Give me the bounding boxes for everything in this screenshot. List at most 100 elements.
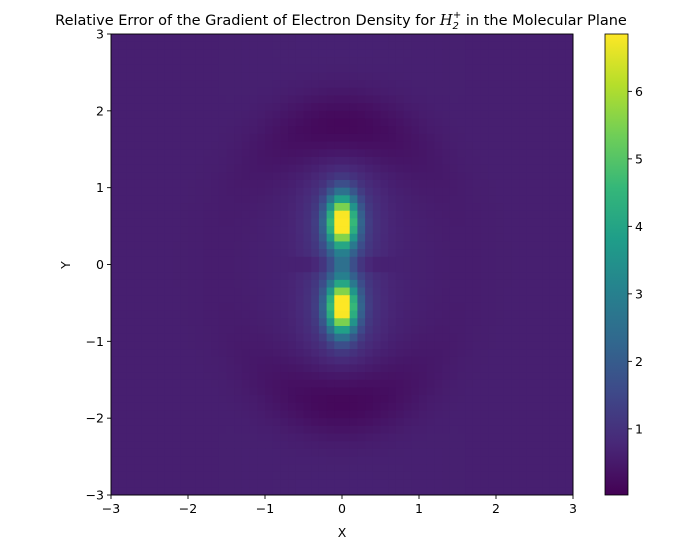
heatmap-cell [457,164,466,173]
heatmap-cell [465,210,474,219]
heatmap-cell [218,195,227,204]
heatmap-cell [480,256,489,265]
heatmap-cell [149,41,158,50]
heatmap-cell [519,203,528,212]
heatmap-cell [157,72,166,81]
heatmap-cell [195,64,204,73]
heatmap-cell [203,156,212,166]
heatmap-cell [465,410,474,419]
heatmap-cell [226,318,235,327]
heatmap-cell [380,372,389,381]
heatmap-cell [164,410,174,419]
heatmap-cell [234,349,243,358]
heatmap-cell [442,195,451,204]
heatmap-cell [557,387,566,396]
heatmap-cell [203,287,212,296]
heatmap-cell [272,395,281,404]
heatmap-cell [457,34,466,43]
heatmap-cell [395,149,405,158]
heatmap-cell [195,95,204,104]
heatmap-cell [519,264,528,273]
heatmap-cell [395,325,405,335]
heatmap-cell [480,195,489,204]
heatmap-cell [503,387,512,396]
heatmap-cell [280,210,289,219]
heatmap-cell [395,456,405,465]
heatmap-cell [457,179,466,189]
heatmap-cell [442,95,451,104]
heatmap-cell [118,64,127,73]
heatmap-cell [318,133,328,143]
heatmap-cell [164,103,174,112]
heatmap-cell [557,241,566,250]
heatmap-cell [326,433,335,442]
heatmap-cell [503,118,512,127]
heatmap-cell [511,325,520,335]
heatmap-cell [272,110,281,120]
heatmap-cell [534,141,543,150]
heatmap-cell [334,164,343,173]
heatmap-cell [218,133,227,143]
heatmap-cell [326,418,335,427]
heatmap-cell [472,325,482,335]
heatmap-cell [265,64,274,73]
heatmap-cell [442,256,451,265]
heatmap-cell [365,226,374,235]
heatmap-cell [511,133,520,143]
heatmap-cell [295,279,304,289]
heatmap-cell [349,249,358,258]
heatmap-cell [342,195,351,204]
heatmap-cell [134,379,143,388]
heatmap-cell [164,279,174,289]
heatmap-cell [403,72,412,81]
heatmap-cell [419,218,428,227]
heatmap-cell [411,410,420,419]
heatmap-cell [496,464,505,473]
heatmap-cell [318,349,328,358]
heatmap-cell [426,349,435,358]
heatmap-cell [234,295,243,304]
heatmap-cell [111,49,120,58]
heatmap-cell [534,195,543,204]
heatmap-cell [442,349,451,358]
heatmap-cell [180,179,189,189]
heatmap-cell [164,133,174,143]
heatmap-cell [534,441,543,450]
heatmap-cell [419,80,428,89]
heatmap-cell [380,441,389,450]
heatmap-cell [195,310,204,319]
heatmap-cell [195,210,204,219]
heatmap-cell [465,272,474,281]
heatmap-cell [357,325,366,335]
heatmap-cell [234,118,243,127]
heatmap-cell [318,471,328,481]
heatmap-cell [419,72,428,81]
heatmap-cell [326,49,335,58]
heatmap-cell [349,210,358,219]
heatmap-cell [349,448,358,458]
heatmap-cell [426,287,435,296]
heatmap-cell [449,395,458,404]
heatmap-cell [365,195,374,204]
heatmap-cell [188,456,197,465]
heatmap-cell [295,356,304,365]
heatmap-cell [511,464,520,473]
heatmap-cell [164,372,174,381]
heatmap-cell [141,325,150,335]
heatmap-cell [426,95,435,104]
heatmap-cell [511,210,520,219]
heatmap-cell [411,433,420,442]
heatmap-cell [449,287,458,296]
heatmap-cell [488,218,497,227]
chart-title: Relative Error of the Gradient of Electr… [55,10,627,32]
heatmap-cell [188,87,197,96]
heatmap-cell [488,310,497,319]
heatmap-cell [426,471,435,481]
heatmap-cell [511,110,520,120]
heatmap-cell [519,333,528,342]
heatmap-cell [265,149,274,158]
heatmap-cell [534,479,543,488]
heatmap-cell [126,149,135,158]
heatmap-cell [395,103,405,112]
heatmap-cell [318,379,328,388]
